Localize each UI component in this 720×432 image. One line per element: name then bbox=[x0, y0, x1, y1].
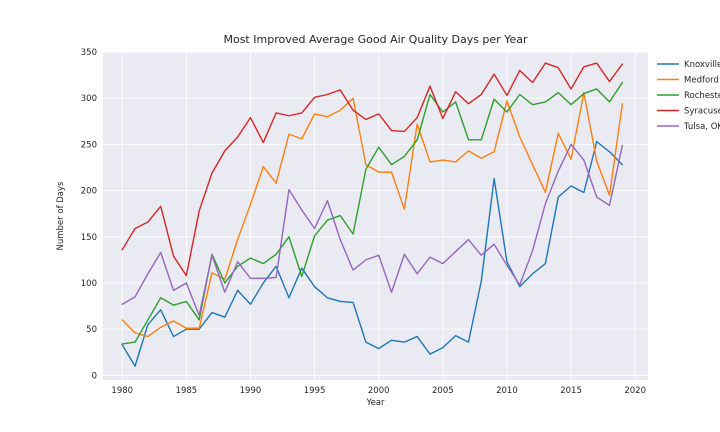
series-line bbox=[121, 62, 624, 277]
chart-title: Most Improved Average Good Air Quality D… bbox=[223, 33, 527, 46]
x-tick-label: 1985 bbox=[176, 386, 198, 396]
x-tick-label: 2005 bbox=[432, 386, 454, 396]
series-line bbox=[121, 91, 624, 338]
legend-label: Syracuse bbox=[684, 107, 720, 117]
x-tick-label: 2000 bbox=[368, 386, 390, 396]
x-tick-label: 1980 bbox=[111, 386, 133, 396]
y-tick-label: 300 bbox=[81, 94, 97, 104]
legend-label: Tulsa, OK bbox=[683, 122, 720, 132]
y-axis-label: Number of Days bbox=[56, 181, 66, 251]
y-tick-label: 0 bbox=[92, 371, 97, 381]
y-tick-label: 250 bbox=[81, 140, 97, 150]
x-tick-label: 2015 bbox=[560, 386, 582, 396]
series-line bbox=[121, 140, 624, 367]
y-tick-label: 150 bbox=[81, 233, 97, 243]
y-tick-label: 50 bbox=[86, 325, 97, 335]
y-tick-label: 200 bbox=[81, 187, 97, 197]
x-tick-label: 1990 bbox=[240, 386, 262, 396]
series-line bbox=[121, 143, 624, 317]
plot-area bbox=[103, 52, 648, 380]
x-tick-label: 2020 bbox=[624, 386, 646, 396]
legend: Knoxville Medford Rochester Syracuse Tulsa, … bbox=[657, 60, 720, 132]
legend-label: Medford bbox=[684, 76, 719, 86]
legend-label: Rochester bbox=[684, 91, 720, 101]
y-tick-label: 350 bbox=[81, 48, 97, 58]
tick-labels: 1980 1985 1990 1995 2000 2005 2010 2015 2020 0 50 1… bbox=[81, 48, 646, 396]
series-layer bbox=[121, 62, 624, 367]
legend-label: Knoxville bbox=[684, 60, 720, 70]
x-tick-label: 1995 bbox=[304, 386, 326, 396]
x-tick-label: 2010 bbox=[496, 386, 518, 396]
x-axis-label: Year bbox=[366, 398, 386, 408]
grid bbox=[103, 51, 648, 380]
y-tick-label: 100 bbox=[81, 279, 97, 289]
